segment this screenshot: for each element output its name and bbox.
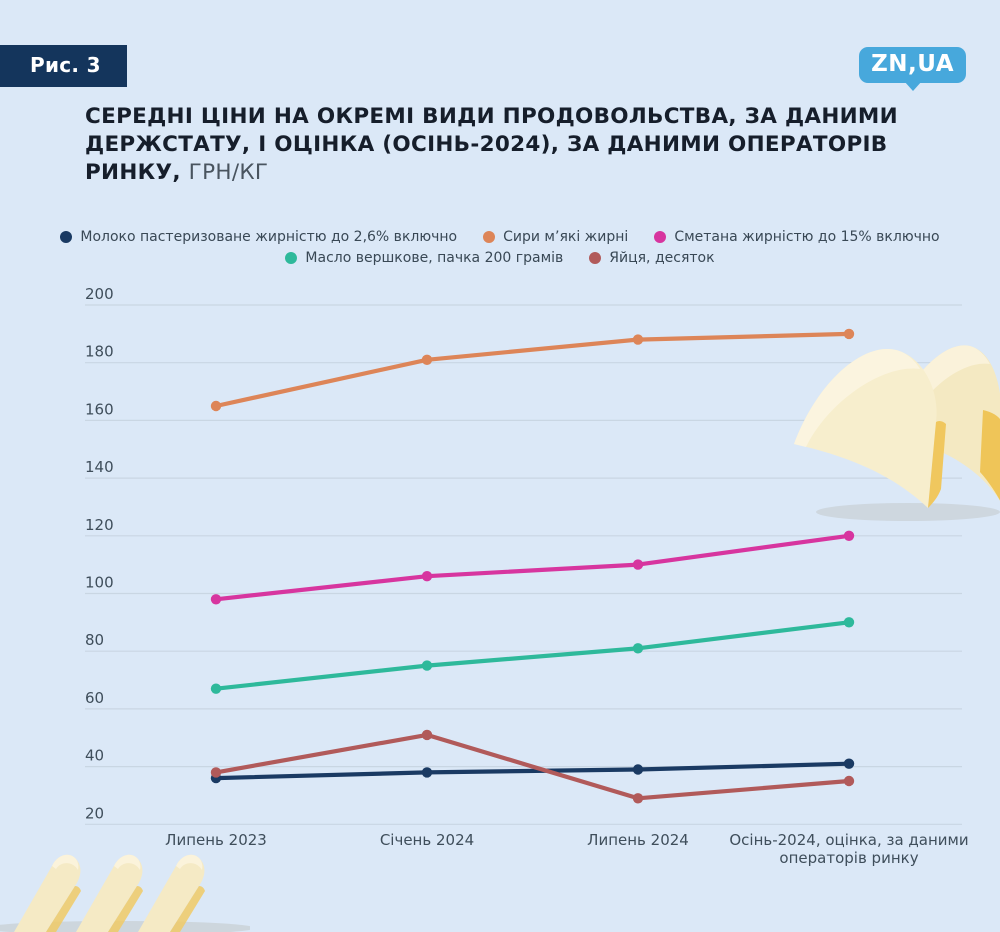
legend-dot: [589, 252, 602, 264]
data-point: [843, 775, 855, 787]
data-point: [632, 764, 644, 775]
y-axis-tick-label: 140: [85, 458, 114, 476]
x-axis-label: Липень 2024: [587, 831, 689, 849]
chart-legend: Молоко пастеризоване жирністю до 2,6% вк…: [0, 229, 1000, 266]
series-line-0: [213, 761, 852, 781]
title-line-2: ДЕРЖСТАТУ, І ОЦІНКА (ОСІНЬ-2024), ЗА ДАН…: [85, 132, 888, 157]
y-axis-tick-label: 20: [85, 804, 104, 822]
data-point: [843, 530, 855, 541]
data-point: [210, 400, 222, 412]
legend-row: Масло вершкове, пачка 200 грамів Яйця, де…: [285, 250, 715, 266]
legend-label: Сири м’які жирні: [503, 229, 629, 245]
data-point: [632, 643, 644, 654]
cheese-roll: [14, 854, 81, 932]
cheese-front-edge: [928, 420, 946, 508]
y-axis-tick-label: 200: [85, 285, 114, 303]
y-axis-tick-label: 100: [85, 574, 114, 592]
chart-title: СЕРЕДНІ ЦІНИ НА ОКРЕМІ ВИДИ ПРОДОВОЛЬСТВ…: [85, 103, 898, 187]
legend-item: Яйця, десяток: [589, 250, 715, 266]
series-line-2: [213, 533, 852, 602]
data-point: [210, 767, 222, 778]
znua-logo: ZN,UA: [859, 47, 966, 83]
y-axis-tick-label: 180: [85, 343, 114, 361]
legend-item: Масло вершкове, пачка 200 грамів: [285, 250, 563, 266]
title-line-3: РИНКУ, ГРН/КГ: [85, 159, 898, 187]
y-axis-tick-label: 80: [85, 631, 104, 649]
y-axis-tick-label: 160: [85, 400, 114, 418]
legend-item: Сири м’які жирні: [483, 229, 628, 245]
legend-item: Сметана жирністю до 15% включно: [654, 229, 940, 245]
cheese-front-highlight: [794, 348, 920, 447]
figure-number-badge: Рис. 3: [0, 45, 127, 87]
y-axis-tick-label: 60: [85, 689, 104, 707]
data-point: [421, 660, 433, 671]
data-point: [843, 617, 855, 628]
cheese-roll: [138, 854, 205, 932]
data-point: [421, 729, 433, 741]
data-point: [210, 594, 222, 605]
series-line-3: [213, 620, 852, 691]
data-point: [421, 354, 433, 365]
cheese-image-bottom-left: [0, 854, 250, 932]
cheese-shadow: [816, 503, 1000, 521]
title-unit: ГРН/КГ: [188, 160, 269, 185]
x-axis-label: Липень 2023: [165, 831, 267, 849]
cheese-back-edge: [980, 410, 1000, 501]
cheese-shadow: [0, 921, 250, 932]
cheese-roll: [76, 854, 143, 932]
y-axis-tick-label: 40: [85, 747, 104, 765]
data-point: [632, 334, 644, 345]
legend-label: Молоко пастеризоване жирністю до 2,6% вк…: [80, 229, 458, 245]
legend-label: Масло вершкове, пачка 200 грамів: [305, 250, 564, 266]
legend-dot: [483, 231, 496, 243]
data-point: [632, 793, 644, 804]
y-axis-tick-label: 120: [85, 516, 114, 534]
x-axis-label: Осінь-2024, оцінка, за даними операторів…: [729, 831, 969, 868]
title-line-1: СЕРЕДНІ ЦІНИ НА ОКРЕМІ ВИДИ ПРОДОВОЛЬСТВ…: [85, 104, 898, 129]
legend-dot: [60, 231, 73, 243]
legend-dot: [654, 231, 667, 243]
series-line-1: [213, 331, 852, 409]
data-point: [210, 683, 222, 694]
data-point: [843, 758, 855, 769]
legend-item: Молоко пастеризоване жирністю до 2,6% вк…: [60, 229, 457, 245]
data-point: [421, 767, 433, 778]
legend-label: Сметана жирністю до 15% включно: [674, 229, 940, 245]
legend-dot: [285, 252, 298, 264]
title-line-3-bold: РИНКУ,: [85, 160, 181, 185]
cheese-image-top-right: [794, 345, 1000, 521]
data-point: [421, 571, 433, 582]
legend-label: Яйця, десяток: [609, 250, 715, 266]
x-axis-label: Січень 2024: [379, 831, 475, 849]
data-point: [632, 559, 644, 570]
data-point: [843, 328, 855, 340]
series-line-4: [213, 732, 852, 801]
legend-row: Молоко пастеризоване жирністю до 2,6% вк…: [60, 229, 940, 245]
